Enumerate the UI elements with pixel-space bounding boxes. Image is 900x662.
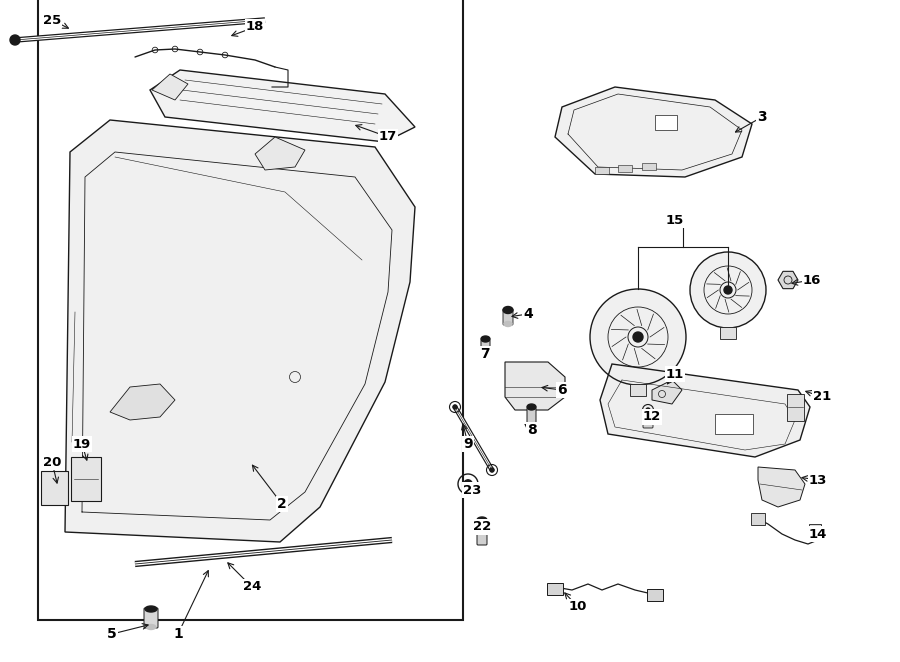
Text: 24: 24 (243, 581, 261, 594)
Polygon shape (758, 467, 805, 507)
Text: 4: 4 (523, 307, 533, 321)
Text: 1: 1 (173, 627, 183, 641)
Circle shape (453, 405, 457, 409)
Polygon shape (505, 362, 565, 410)
Polygon shape (152, 74, 188, 100)
FancyBboxPatch shape (477, 521, 487, 545)
Polygon shape (65, 120, 415, 542)
Text: 3: 3 (757, 110, 767, 124)
FancyBboxPatch shape (41, 471, 68, 505)
FancyBboxPatch shape (647, 589, 663, 601)
FancyBboxPatch shape (527, 408, 536, 428)
FancyBboxPatch shape (655, 115, 677, 130)
Circle shape (10, 35, 20, 45)
Text: 23: 23 (463, 483, 482, 496)
FancyBboxPatch shape (618, 165, 632, 172)
Polygon shape (555, 87, 752, 177)
FancyBboxPatch shape (809, 524, 821, 538)
Text: 9: 9 (464, 437, 472, 451)
FancyBboxPatch shape (481, 340, 490, 358)
Bar (38, 0, 463, 620)
Polygon shape (255, 137, 305, 170)
Polygon shape (600, 364, 810, 457)
Text: 17: 17 (379, 130, 397, 144)
Text: 10: 10 (569, 600, 587, 614)
Text: 7: 7 (481, 347, 490, 361)
Text: 5: 5 (107, 627, 117, 641)
Ellipse shape (504, 322, 512, 326)
Ellipse shape (145, 606, 157, 612)
Ellipse shape (146, 624, 156, 630)
Text: 8: 8 (527, 423, 537, 437)
FancyBboxPatch shape (751, 513, 765, 525)
Circle shape (490, 468, 494, 472)
FancyBboxPatch shape (144, 608, 158, 628)
FancyBboxPatch shape (643, 411, 653, 428)
Text: 11: 11 (666, 367, 684, 381)
FancyBboxPatch shape (595, 167, 609, 174)
FancyBboxPatch shape (720, 327, 736, 339)
FancyBboxPatch shape (503, 309, 513, 325)
Ellipse shape (481, 336, 490, 342)
Ellipse shape (477, 517, 487, 523)
Circle shape (690, 252, 766, 328)
Text: 12: 12 (643, 410, 662, 424)
Text: 14: 14 (809, 528, 827, 540)
Text: 21: 21 (813, 391, 831, 404)
FancyBboxPatch shape (547, 583, 563, 595)
Text: 16: 16 (803, 273, 821, 287)
Text: 19: 19 (73, 438, 91, 451)
Text: 18: 18 (246, 21, 265, 34)
FancyBboxPatch shape (787, 394, 804, 421)
Text: 15: 15 (666, 214, 684, 226)
Circle shape (646, 408, 650, 412)
Polygon shape (652, 380, 682, 404)
Circle shape (633, 332, 643, 342)
Text: 20: 20 (43, 455, 61, 469)
FancyBboxPatch shape (642, 163, 656, 170)
Ellipse shape (527, 404, 536, 410)
Text: 6: 6 (557, 383, 567, 397)
Circle shape (590, 289, 686, 385)
Text: 13: 13 (809, 473, 827, 487)
FancyBboxPatch shape (715, 414, 753, 434)
Polygon shape (110, 384, 175, 420)
FancyBboxPatch shape (71, 457, 101, 501)
Text: 25: 25 (43, 13, 61, 26)
Circle shape (464, 480, 472, 488)
Text: 2: 2 (277, 497, 287, 511)
Ellipse shape (503, 307, 513, 314)
FancyBboxPatch shape (630, 384, 646, 396)
Polygon shape (150, 70, 415, 142)
Circle shape (724, 286, 732, 294)
Text: 22: 22 (472, 520, 491, 534)
